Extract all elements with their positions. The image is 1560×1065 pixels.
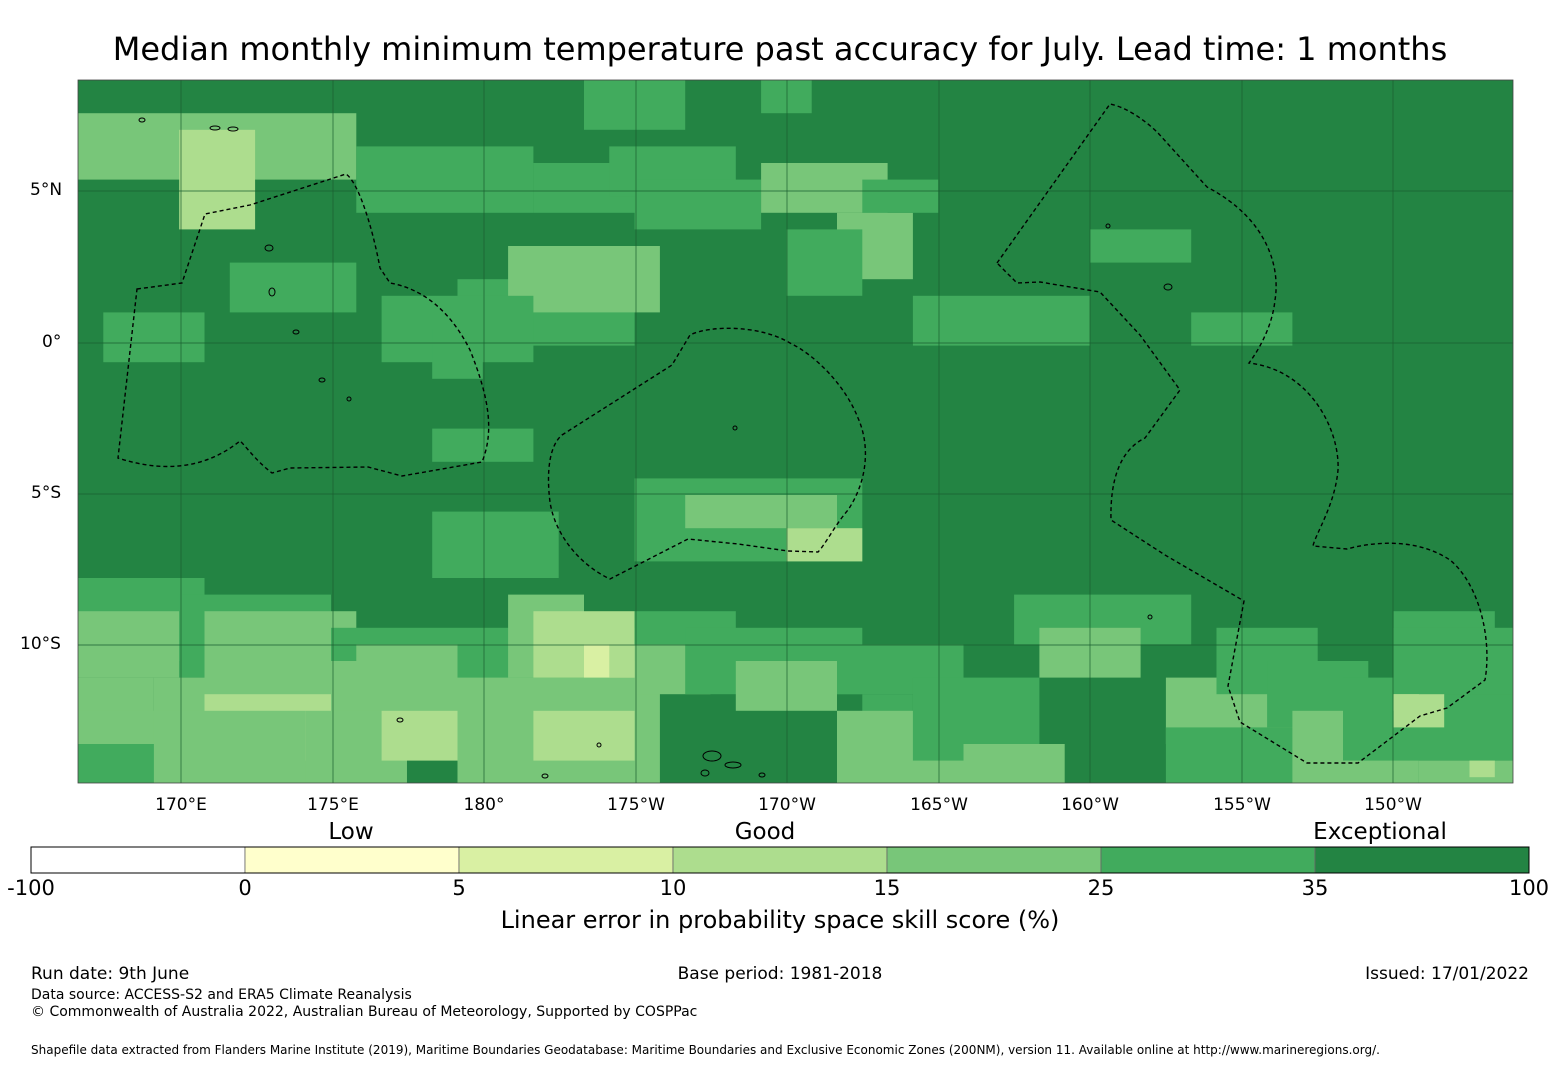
latitude-label: 5°S [31, 483, 62, 503]
skill-cell [1393, 694, 1445, 728]
colorbar-tick-label: 100 [1508, 876, 1550, 900]
skill-cell [533, 710, 635, 761]
eez-boundary-line [996, 103, 1488, 764]
base-period: Base period: 1981-2018 [677, 964, 883, 984]
colorbar-tick-label: 35 [1301, 876, 1329, 900]
island-outline [268, 287, 276, 297]
island-outline [1105, 223, 1111, 229]
colorbar-tick-label: -100 [7, 876, 55, 900]
skill-cell [786, 528, 863, 562]
map-panel [77, 79, 1514, 784]
island-outline [700, 769, 710, 777]
colorbar [30, 846, 1530, 874]
skill-cell [609, 644, 635, 678]
issued-date: Issued: 17/01/2022 [1365, 964, 1529, 984]
island-outline [396, 717, 404, 723]
skill-cells [78, 80, 1513, 783]
run-date: Run date: 9th June [31, 964, 190, 984]
skill-cell [103, 312, 205, 363]
eez-boundary-phoenix [547, 327, 867, 580]
skill-cell [432, 329, 483, 379]
longitude-label: 175°W [607, 795, 665, 815]
skill-cell [1090, 229, 1192, 263]
longitude-label: 180° [463, 795, 505, 815]
skill-cell [584, 80, 686, 130]
skill-cell [356, 146, 534, 213]
colorbar-category: Good [734, 819, 796, 845]
map-frame [77, 79, 1514, 784]
island-outline [346, 396, 352, 402]
latitude-label: 10°S [20, 634, 61, 654]
island-outline [227, 126, 239, 132]
colorbar-tick-label: 25 [1087, 876, 1115, 900]
longitude-label: 165°W [910, 795, 968, 815]
skill-cell [735, 661, 837, 711]
island-outline [138, 117, 146, 123]
skill-cell [862, 179, 939, 213]
skill-cell [1418, 760, 1513, 783]
skill-cell [229, 262, 357, 313]
longitude-label: 170°E [155, 795, 207, 815]
colorbar-segment [886, 846, 1102, 874]
colorbar-label: Linear error in probability space skill … [500, 906, 1060, 934]
island-outline [318, 377, 326, 383]
eez-boundaries [117, 103, 1488, 764]
colorbar-tick-label: 10 [659, 876, 687, 900]
longitude-label: 175°E [307, 795, 359, 815]
skill-cell [153, 710, 306, 783]
longitude-label: 170°W [758, 795, 816, 815]
data-source: Data source: ACCESS-S2 and ERA5 Climate … [31, 987, 412, 1003]
colorbar-segment [1314, 846, 1530, 874]
colorbar-segment [30, 846, 246, 874]
island-outline [292, 329, 300, 335]
colorbar-category: Exceptional [1313, 819, 1447, 845]
colorbar-segment [244, 846, 460, 874]
skill-cell [179, 129, 256, 230]
island-outline [264, 244, 274, 252]
latitude-label: 0° [42, 332, 62, 352]
island-coastlines [138, 117, 1173, 779]
island-outline [596, 742, 602, 748]
colorbar-segment [672, 846, 888, 874]
island-outline [1163, 283, 1173, 291]
longitude-label: 160°W [1061, 795, 1119, 815]
skill-cell [381, 710, 458, 761]
island-outline [724, 761, 742, 769]
latitude-label: 5°N [30, 180, 63, 200]
colorbar-category: Low [328, 819, 374, 845]
skill-cell [634, 179, 762, 230]
skill-cell [432, 511, 559, 578]
island-outline [209, 125, 221, 131]
skill-cell [786, 229, 863, 296]
longitude-label: 155°W [1213, 795, 1271, 815]
skill-cell [78, 611, 180, 678]
skill-cell [1393, 627, 1513, 695]
colorbar-tick-label: 5 [452, 876, 466, 900]
island-outline [732, 425, 738, 431]
colorbar-segment [458, 846, 674, 874]
eez-boundary-gilbert [117, 173, 490, 477]
island-outline [758, 772, 766, 778]
copyright: © Commonwealth of Australia 2022, Austra… [31, 1004, 698, 1020]
colorbar-tick-label: 0 [238, 876, 252, 900]
island-outline [702, 750, 722, 762]
graticule [78, 80, 1513, 783]
longitude-label: 150°W [1364, 795, 1422, 815]
skill-cell [912, 295, 1090, 346]
island-outline [541, 773, 549, 779]
colorbar-tick-label: 15 [873, 876, 901, 900]
page-title: Median monthly minimum temperature past … [112, 30, 1448, 68]
shapefile-credit: Shapefile data extracted from Flanders M… [31, 1043, 1380, 1057]
island-outline [1147, 614, 1153, 620]
skill-cell [1469, 760, 1495, 778]
skill-cell [761, 80, 812, 114]
skill-cell [685, 495, 837, 529]
skill-cell [963, 744, 1065, 783]
skill-cell [432, 428, 534, 462]
colorbar-frame [30, 846, 1530, 874]
colorbar-segment [1100, 846, 1316, 874]
